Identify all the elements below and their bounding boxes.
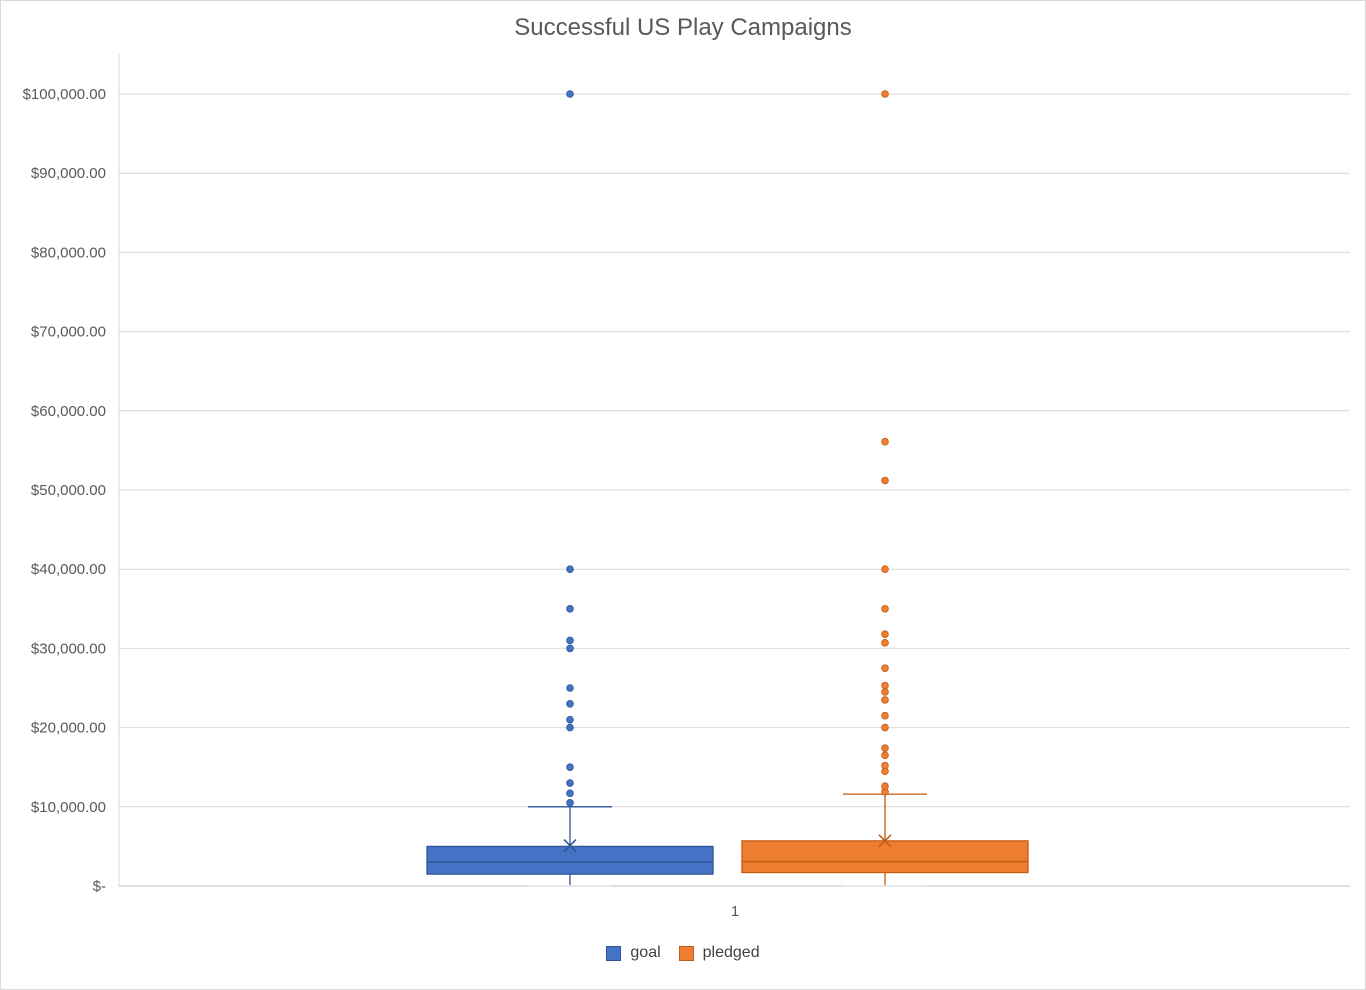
goal-mean-marker <box>563 839 577 853</box>
legend-swatch-pledged <box>678 945 694 961</box>
goal-outlier-point <box>566 90 574 98</box>
legend-swatch-goal <box>606 945 622 961</box>
y-tick-label: $100,000.00 <box>23 86 106 103</box>
legend-item-goal: goal <box>606 944 661 962</box>
goal-outlier-point <box>566 763 574 771</box>
goal-outlier-point <box>566 636 574 645</box>
y-tick-label: $30,000.00 <box>31 640 106 657</box>
y-tick-label: $50,000.00 <box>31 482 106 499</box>
pledged-outlier-point <box>881 604 889 613</box>
goal-outlier-point <box>566 700 574 708</box>
pledged-outlier-point <box>881 437 889 446</box>
pledged-outlier-point <box>881 751 889 760</box>
x-tick-label: 1 <box>731 903 739 920</box>
pledged-outlier-point <box>881 711 889 720</box>
goal-outlier-point <box>566 715 574 724</box>
pledged-outlier-point <box>881 696 889 704</box>
pledged-outlier-point <box>881 630 889 638</box>
pledged-box <box>741 840 1029 874</box>
y-tick-label: $60,000.00 <box>31 403 106 420</box>
pledged-outlier-point <box>881 476 889 485</box>
pledged-outlier-point <box>881 681 889 690</box>
pledged-outlier-point <box>881 782 889 791</box>
y-tick-label: $20,000.00 <box>31 720 106 737</box>
y-tick-label: $80,000.00 <box>31 244 106 261</box>
y-tick-label: $40,000.00 <box>31 561 106 578</box>
pledged-outlier-point <box>881 664 889 672</box>
pledged-outlier-point <box>881 744 889 752</box>
goal-outlier-point <box>566 779 574 787</box>
goal-box <box>426 845 714 875</box>
legend: goal pledged <box>0 944 1366 962</box>
legend-label-pledged: pledged <box>702 944 760 961</box>
pledged-outlier-point <box>881 761 889 770</box>
legend-label-goal: goal <box>630 944 661 961</box>
goal-outlier-point <box>566 789 574 798</box>
pledged-outlier-point <box>881 90 889 98</box>
pledged-outlier-point <box>881 565 889 573</box>
y-tick-label: $90,000.00 <box>31 165 106 182</box>
goal-outlier-point <box>566 565 574 573</box>
pledged-outlier-point <box>881 688 889 696</box>
pledged-outlier-point <box>881 639 889 647</box>
goal-outlier-point <box>566 723 574 732</box>
pledged-outlier-point <box>881 723 889 732</box>
legend-item-pledged: pledged <box>678 944 760 962</box>
y-tick-label: $70,000.00 <box>31 324 106 341</box>
goal-outlier-point <box>566 799 574 807</box>
y-tick-label: $- <box>93 878 106 895</box>
pledged-mean-marker <box>878 834 892 848</box>
chart-title: Successful US Play Campaigns <box>514 14 852 41</box>
goal-outlier-point <box>566 644 574 653</box>
goal-outlier-point <box>566 684 574 692</box>
goal-outlier-point <box>566 604 574 613</box>
y-tick-label: $10,000.00 <box>31 799 106 816</box>
